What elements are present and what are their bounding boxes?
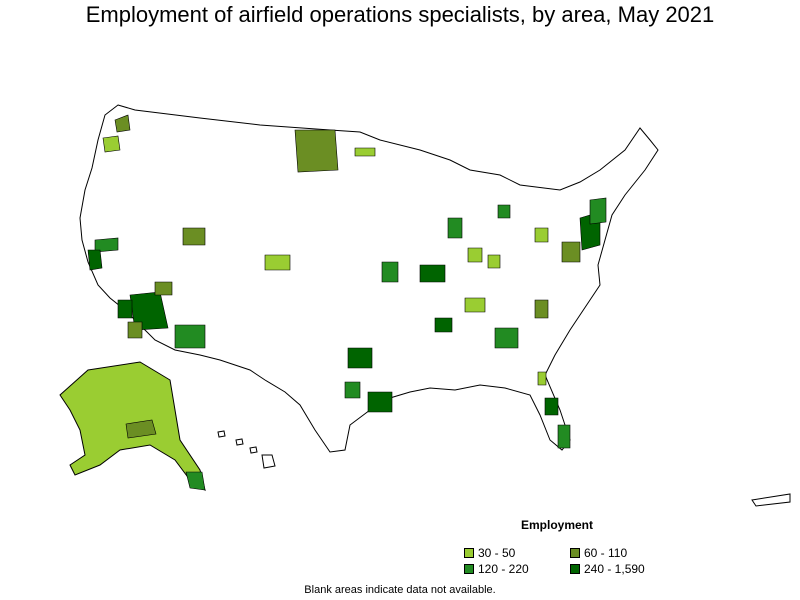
map-title: Employment of airfield operations specia… <box>85 2 715 27</box>
legend-swatch <box>570 548 580 558</box>
legend-label: 30 - 50 <box>478 546 516 560</box>
legend-title: Employment <box>521 518 594 532</box>
shaded-areas <box>87 114 607 491</box>
puerto-rico-region <box>751 493 791 507</box>
legend-label: 240 - 1,590 <box>584 562 645 576</box>
legend-item: 30 - 50 <box>464 546 515 560</box>
legend-label: 120 - 220 <box>478 562 529 576</box>
legend-label: 60 - 110 <box>584 546 628 560</box>
legend-item: 240 - 1,590 <box>570 562 645 576</box>
legend-swatch <box>464 564 474 574</box>
legend-swatch <box>570 564 580 574</box>
legend-swatch <box>464 548 474 558</box>
hawaii-region <box>217 430 276 469</box>
legend-item: 60 - 110 <box>570 546 627 560</box>
footnote: Blank areas indicate data not available. <box>304 584 496 596</box>
legend-item: 120 - 220 <box>464 562 529 576</box>
